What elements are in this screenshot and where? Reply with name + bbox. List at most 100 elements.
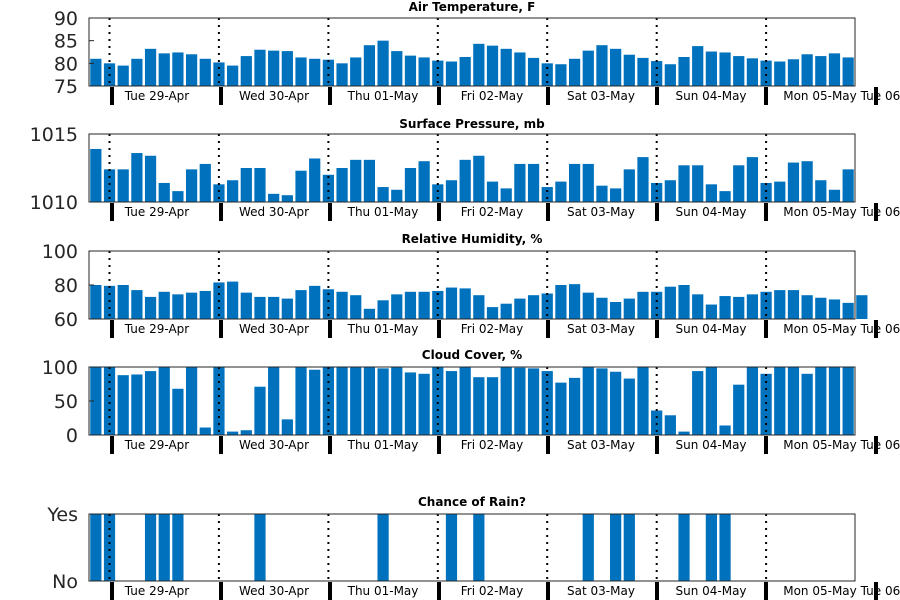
bar <box>103 367 116 435</box>
bar <box>377 368 389 435</box>
bar <box>185 54 198 86</box>
x-tick-label: Sun 04-May <box>675 438 746 452</box>
y-tick-label: 50 <box>54 391 78 413</box>
bar <box>733 165 745 202</box>
bar <box>144 296 157 319</box>
bar <box>199 163 211 202</box>
bar <box>377 40 389 86</box>
bar <box>801 295 813 319</box>
bar <box>500 188 512 202</box>
bar <box>568 377 581 435</box>
bar <box>664 415 676 435</box>
bar <box>815 56 827 86</box>
bar <box>473 377 485 435</box>
y-tick-label: 80 <box>54 275 78 297</box>
bar <box>678 165 690 202</box>
bar <box>815 297 827 319</box>
bar <box>377 300 389 319</box>
bar <box>651 61 663 86</box>
x-tick-label: Thu 01-May <box>347 205 419 219</box>
bar <box>568 58 581 86</box>
bar <box>555 64 567 86</box>
bar <box>131 153 143 202</box>
bar <box>787 162 800 202</box>
bar <box>404 55 417 86</box>
bar <box>527 295 540 319</box>
bar <box>268 367 280 435</box>
bar <box>418 57 430 86</box>
x-tick-label: Fri 02-May <box>461 438 524 452</box>
bar <box>172 388 184 435</box>
bar <box>391 367 403 435</box>
bar <box>664 180 676 202</box>
bar <box>719 425 731 435</box>
bar <box>746 367 759 435</box>
bar <box>90 285 102 319</box>
bar <box>459 159 471 202</box>
bar <box>199 58 211 86</box>
bar <box>404 168 417 202</box>
bar <box>281 419 293 435</box>
bar <box>322 59 334 86</box>
bar <box>664 64 676 86</box>
y-tick-label: 1010 <box>30 192 78 214</box>
bar <box>377 514 389 581</box>
y-tick-label: 75 <box>54 76 78 98</box>
bar <box>459 56 471 86</box>
bar <box>473 155 485 202</box>
y-tick-label: 85 <box>54 31 78 53</box>
panel-title: Relative Humidity, % <box>402 232 543 246</box>
bar <box>363 45 376 86</box>
x-tick-label: Fri 02-May <box>461 584 524 598</box>
bar <box>555 382 567 435</box>
y-tick-label: 60 <box>54 309 78 331</box>
y-tick-label: 1015 <box>30 124 78 146</box>
bar <box>172 191 184 202</box>
x-tick-label: Tue 29-Apr <box>124 584 189 598</box>
bar <box>158 514 170 581</box>
bar <box>651 182 663 202</box>
x-tick-label: Wed 30-Apr <box>239 205 309 219</box>
bar <box>90 514 102 581</box>
bar <box>281 298 293 319</box>
bar <box>637 367 649 435</box>
bar <box>117 169 129 202</box>
bar <box>623 54 635 86</box>
bar <box>158 53 170 86</box>
bar <box>254 386 266 435</box>
x-tick-label: Mon 05-May <box>783 322 857 336</box>
bar <box>281 195 293 202</box>
bar <box>705 51 717 86</box>
y-tick-label: 100 <box>42 357 78 379</box>
axes-box <box>88 133 856 203</box>
bar <box>486 45 499 86</box>
x-tick-label: Thu 01-May <box>347 584 419 598</box>
bar <box>322 367 334 435</box>
bar <box>117 375 129 435</box>
bar <box>719 296 731 319</box>
bar <box>445 287 458 319</box>
panel-4: Cloud Cover, % 0 50 100 Tue 29-Apr Wed 30-Apr… <box>42 348 900 454</box>
bar <box>719 514 731 581</box>
bar <box>172 294 184 319</box>
bar <box>582 163 594 202</box>
bar <box>473 43 485 86</box>
bar <box>199 427 211 435</box>
bar <box>268 296 280 319</box>
bar <box>322 289 334 319</box>
x-tick-label: Sat 03-May <box>567 322 635 336</box>
bar <box>131 58 143 86</box>
bar <box>131 290 143 319</box>
bar <box>240 168 252 202</box>
panel-5: Chance of Rain? No Yes Tue 29-Apr Wed 30-Apr… <box>46 495 900 600</box>
bar <box>144 48 157 86</box>
x-tick-label: Tue 29-Apr <box>124 438 189 452</box>
bar <box>760 373 772 435</box>
bar <box>610 302 622 319</box>
bar <box>418 161 430 202</box>
bar <box>541 187 553 202</box>
bar <box>527 368 540 435</box>
bar <box>363 367 376 435</box>
bar <box>582 514 594 581</box>
